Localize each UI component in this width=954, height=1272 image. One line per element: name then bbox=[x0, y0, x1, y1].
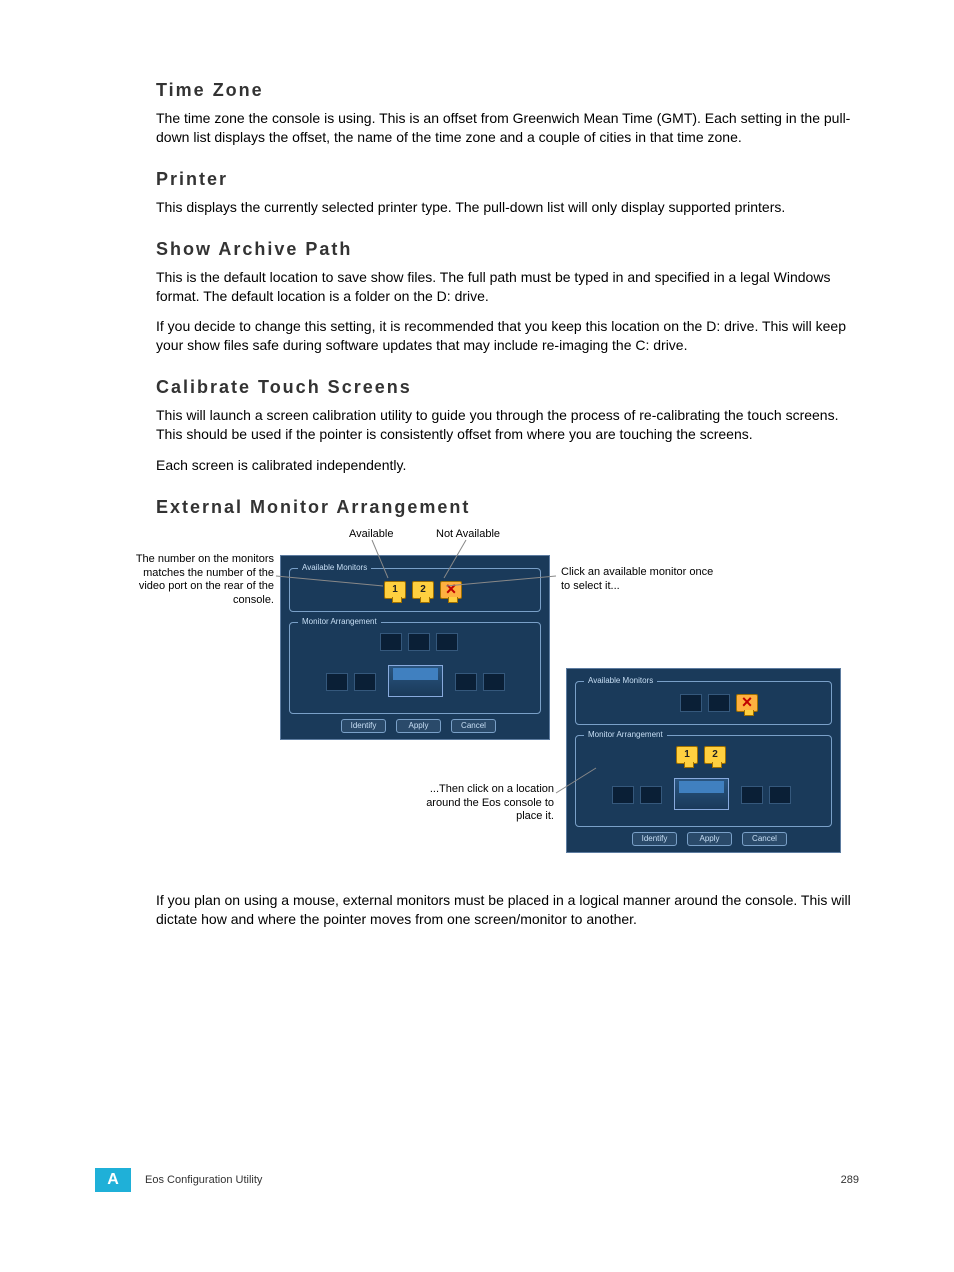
footer-title: Eos Configuration Utility bbox=[145, 1174, 841, 1186]
frame-label-arrangement-left: Monitor Arrangement bbox=[298, 617, 381, 626]
frame-label-available-left: Available Monitors bbox=[298, 563, 371, 572]
console-image-right bbox=[674, 778, 729, 810]
heading-timezone: Time Zone bbox=[156, 80, 856, 101]
slot[interactable] bbox=[354, 673, 376, 691]
identify-button-left[interactable]: Identify bbox=[341, 719, 386, 733]
panel-right: Available Monitors × Monitor Arrangement… bbox=[566, 668, 841, 853]
monitor-1-left[interactable]: 1 bbox=[384, 581, 406, 599]
slot-empty[interactable] bbox=[708, 694, 730, 712]
monitor-1-right[interactable]: 1 bbox=[676, 746, 698, 764]
heading-external: External Monitor Arrangement bbox=[156, 497, 856, 518]
label-available: Available bbox=[349, 528, 393, 542]
slot[interactable] bbox=[380, 633, 402, 651]
monitor-2-right[interactable]: 2 bbox=[704, 746, 726, 764]
identify-button-right[interactable]: Identify bbox=[632, 832, 677, 846]
slot[interactable] bbox=[769, 786, 791, 804]
appendix-badge: A bbox=[95, 1168, 131, 1192]
monitor-arrangement-diagram: Available Not Available The number on th… bbox=[156, 528, 856, 883]
monitor-na-left: × bbox=[440, 581, 462, 599]
frame-available-monitors-left: Available Monitors 1 2 × bbox=[289, 568, 541, 612]
slot[interactable] bbox=[408, 633, 430, 651]
cancel-button-left[interactable]: Cancel bbox=[451, 719, 496, 733]
heading-calibrate: Calibrate Touch Screens bbox=[156, 377, 856, 398]
panel-left: Available Monitors 1 2 × Monitor Arrange… bbox=[280, 555, 550, 740]
slot[interactable] bbox=[640, 786, 662, 804]
monitor-2-left[interactable]: 2 bbox=[412, 581, 434, 599]
paragraph-calibrate-2: Each screen is calibrated independently. bbox=[156, 456, 856, 475]
frame-label-available-right: Available Monitors bbox=[584, 676, 657, 685]
paragraph-external-trailing: If you plan on using a mouse, external m… bbox=[156, 891, 856, 929]
slot[interactable] bbox=[741, 786, 763, 804]
page-content: Time Zone The time zone the console is u… bbox=[156, 80, 856, 941]
label-click-select: Click an available monitor once to selec… bbox=[561, 566, 716, 594]
paragraph-timezone: The time zone the console is using. This… bbox=[156, 109, 856, 147]
paragraph-printer: This displays the currently selected pri… bbox=[156, 198, 856, 217]
slot[interactable] bbox=[436, 633, 458, 651]
slot[interactable] bbox=[455, 673, 477, 691]
slot[interactable] bbox=[612, 786, 634, 804]
label-then-click: ...Then click on a location around the E… bbox=[414, 783, 554, 824]
heading-archive: Show Archive Path bbox=[156, 239, 856, 260]
heading-printer: Printer bbox=[156, 169, 856, 190]
label-not-available: Not Available bbox=[436, 528, 500, 542]
frame-arrangement-left: Monitor Arrangement bbox=[289, 622, 541, 714]
frame-arrangement-right: Monitor Arrangement 1 2 bbox=[575, 735, 832, 827]
frame-label-arrangement-right: Monitor Arrangement bbox=[584, 730, 667, 739]
paragraph-archive-2: If you decide to change this setting, it… bbox=[156, 317, 856, 355]
apply-button-right[interactable]: Apply bbox=[687, 832, 732, 846]
frame-available-monitors-right: Available Monitors × bbox=[575, 681, 832, 725]
slot[interactable] bbox=[483, 673, 505, 691]
slot-empty[interactable] bbox=[680, 694, 702, 712]
console-image-left bbox=[388, 665, 443, 697]
monitor-na-right: × bbox=[736, 694, 758, 712]
paragraph-archive-1: This is the default location to save sho… bbox=[156, 268, 856, 306]
slot[interactable] bbox=[326, 673, 348, 691]
apply-button-left[interactable]: Apply bbox=[396, 719, 441, 733]
paragraph-calibrate-1: This will launch a screen calibration ut… bbox=[156, 406, 856, 444]
cancel-button-right[interactable]: Cancel bbox=[742, 832, 787, 846]
page-number: 289 bbox=[841, 1174, 859, 1186]
page-footer: A Eos Configuration Utility 289 bbox=[95, 1168, 859, 1192]
label-port-note: The number on the monitors matches the n… bbox=[126, 553, 274, 608]
